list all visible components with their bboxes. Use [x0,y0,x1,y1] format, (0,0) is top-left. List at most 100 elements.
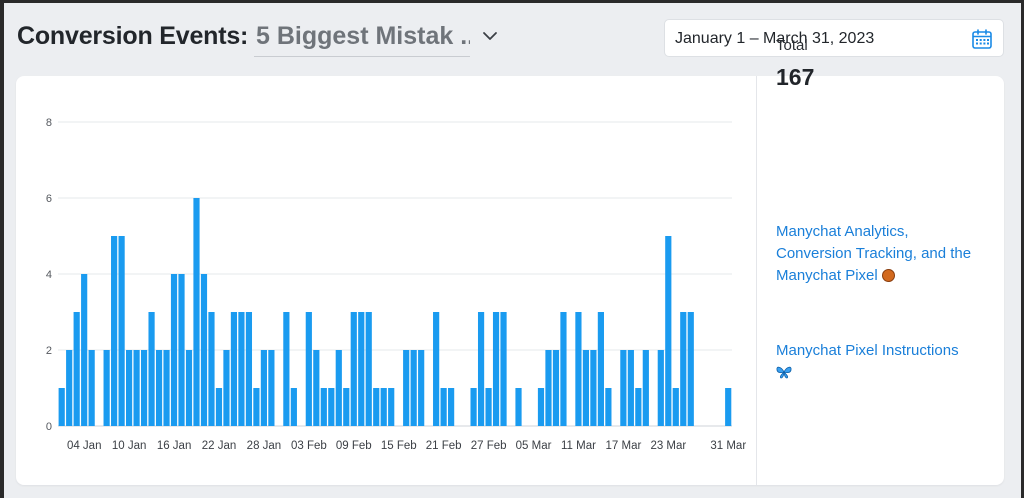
bar[interactable] [335,350,342,426]
link-manychat-analytics[interactable]: Manychat Analytics, Conversion Tracking,… [776,221,976,287]
bar[interactable] [642,350,649,426]
bar[interactable] [178,274,185,426]
x-tick-label: 04 Jan [67,440,102,452]
bar[interactable] [477,312,485,426]
x-tick-label: 31 Mar [710,440,746,452]
bar[interactable] [620,350,627,426]
bar[interactable] [148,312,155,426]
bar[interactable] [657,350,664,426]
bar[interactable] [433,312,440,426]
x-tick-label: 27 Feb [471,440,507,452]
bar[interactable] [268,350,275,426]
bar[interactable] [403,350,410,426]
butterfly-icon [776,366,792,379]
bar[interactable] [343,388,350,426]
bar[interactable] [208,312,215,426]
bar[interactable] [133,350,140,426]
bar[interactable] [103,350,110,426]
bar[interactable] [313,350,320,426]
x-tick-label: 21 Feb [426,440,462,452]
bar[interactable] [448,388,455,426]
conversion-bar-chart: 0 2 4 6 8 04 Jan 10 Jan 16 Jan 22 Jan 28 Jan 03 F… [46,117,746,452]
bar[interactable] [230,312,238,426]
bar[interactable] [627,350,634,426]
bar[interactable] [215,388,223,426]
bar[interactable] [485,388,492,426]
bar[interactable] [58,388,65,426]
bar[interactable] [515,388,522,426]
bar[interactable] [470,388,477,426]
bar[interactable] [328,388,335,426]
bar[interactable] [410,350,417,426]
bar[interactable] [350,312,357,426]
event-select[interactable]: 5 Biggest Mistak .. [254,20,470,57]
y-tick-label: 6 [46,193,52,205]
window-edge [0,0,1024,3]
bar[interactable] [111,236,118,426]
bar[interactable] [545,350,552,426]
bar[interactable] [680,312,687,426]
bar[interactable] [605,388,612,426]
y-tick-label: 4 [46,269,52,281]
conversion-card: 0 2 4 6 8 04 Jan 10 Jan 16 Jan 22 Jan 28 Jan 03 F… [16,76,1004,485]
bar[interactable] [223,350,230,426]
bar[interactable] [725,388,732,426]
bar[interactable] [492,312,500,426]
bar[interactable] [140,350,148,426]
bar[interactable] [253,388,260,426]
bar[interactable] [73,312,80,426]
bar[interactable] [200,274,208,426]
bar[interactable] [590,350,597,426]
bar[interactable] [373,388,380,426]
bar[interactable] [81,274,88,426]
link-text: Manychat Analytics, Conversion Tracking,… [776,223,972,284]
bar[interactable] [537,388,545,426]
chevron-down-icon[interactable] [482,28,498,44]
bar[interactable] [283,312,290,426]
bar[interactable] [365,312,372,426]
window-edge [1021,0,1024,498]
date-range-text: January 1 – March 31, 2023 [675,30,875,47]
date-range-picker[interactable]: January 1 – March 31, 2023 [664,19,1004,57]
bar[interactable] [238,312,245,426]
y-tick-label: 2 [46,345,52,357]
bar[interactable] [418,350,425,426]
bar[interactable] [440,388,447,426]
total-label: Total [776,37,808,54]
bar[interactable] [170,274,178,426]
bar[interactable] [552,350,560,426]
bar[interactable] [388,388,395,426]
x-tick-label: 09 Feb [336,440,372,452]
bar[interactable] [118,236,125,426]
bar[interactable] [582,350,590,426]
bar[interactable] [290,388,297,426]
bar[interactable] [560,312,567,426]
bar[interactable] [185,350,193,426]
bar[interactable] [163,350,170,426]
bar[interactable] [672,388,679,426]
bar[interactable] [575,312,582,426]
bar[interactable] [155,350,163,426]
calendar-icon[interactable] [971,28,993,50]
bar[interactable] [66,350,73,426]
bar[interactable] [597,312,604,426]
bar[interactable] [260,350,267,426]
bar[interactable] [500,312,507,426]
bar[interactable] [380,388,387,426]
bar[interactable] [665,236,672,426]
link-pixel-instructions[interactable]: Manychat Pixel Instructions [776,340,976,384]
bar[interactable] [320,388,327,426]
x-tick-label: 28 Jan [247,440,282,452]
bar[interactable] [245,312,253,426]
bar[interactable] [635,388,642,426]
bar[interactable] [88,350,95,426]
bar[interactable] [305,312,312,426]
basketball-icon [881,269,895,282]
bar[interactable] [193,198,200,426]
event-select-value: 5 Biggest Mistak .. [256,22,470,50]
bar[interactable] [687,312,694,426]
x-tick-label: 05 Mar [516,440,552,452]
bar[interactable] [126,350,133,426]
bar[interactable] [358,312,365,426]
window-edge [0,0,4,498]
